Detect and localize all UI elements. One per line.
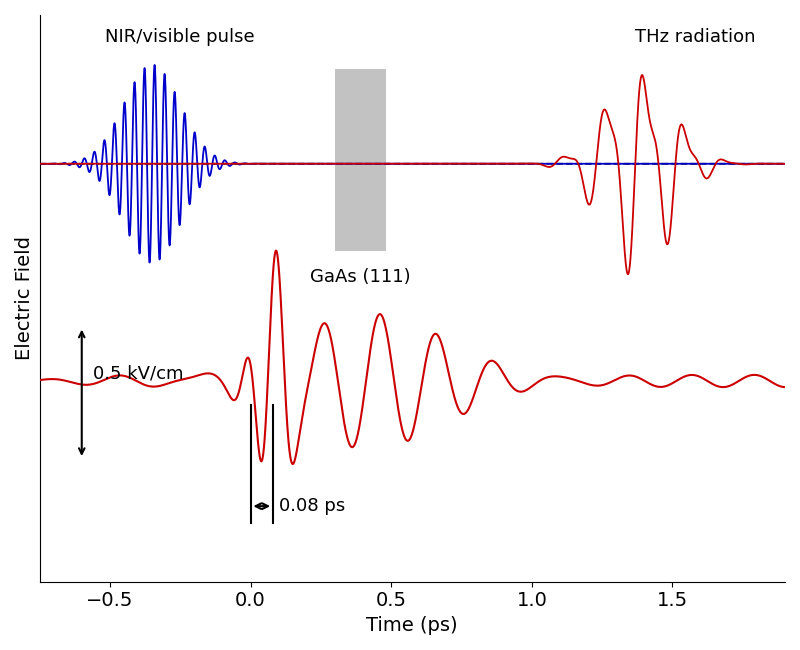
Text: GaAs (111): GaAs (111) [310,268,410,285]
Text: THz radiation: THz radiation [634,28,755,46]
Text: NIR/visible pulse: NIR/visible pulse [106,28,255,46]
Text: 0.08 ps: 0.08 ps [278,497,345,515]
X-axis label: Time (ps): Time (ps) [366,616,458,635]
Bar [335,70,386,251]
Y-axis label: Electric Field: Electric Field [15,237,34,360]
Text: 0.5 kV/cm: 0.5 kV/cm [93,365,183,383]
